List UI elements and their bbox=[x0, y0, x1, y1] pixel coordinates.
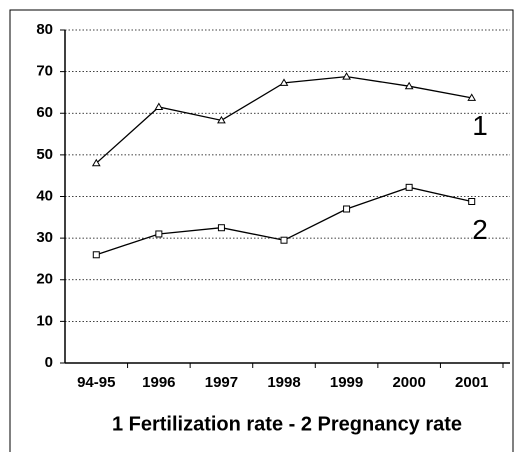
series-line bbox=[95, 75, 472, 164]
y-tick-label: 30 bbox=[36, 229, 53, 246]
x-tick-label: 2000 bbox=[392, 374, 425, 391]
marker bbox=[154, 102, 164, 111]
y-tick-label: 60 bbox=[36, 104, 53, 121]
x-tick-label: 1999 bbox=[330, 374, 363, 391]
marker bbox=[404, 81, 414, 90]
marker bbox=[217, 115, 226, 124]
marker bbox=[343, 205, 351, 213]
marker bbox=[217, 224, 225, 232]
series-label: 2 bbox=[472, 214, 488, 245]
series-label: 1 bbox=[472, 110, 488, 141]
x-tick-label: 94-95 bbox=[77, 374, 115, 391]
y-tick-label: 40 bbox=[36, 187, 53, 204]
marker bbox=[92, 251, 100, 259]
y-tick-label: 0 bbox=[45, 354, 53, 371]
marker bbox=[342, 72, 351, 80]
frame bbox=[9, 9, 514, 452]
x-tick-label: 2001 bbox=[455, 374, 488, 391]
marker bbox=[280, 236, 288, 244]
x-axis-label: 1 Fertilization rate - 2 Pregnancy rate bbox=[112, 413, 462, 435]
x-tick-label: 1998 bbox=[267, 374, 300, 391]
marker bbox=[91, 158, 101, 167]
marker bbox=[405, 183, 413, 191]
marker bbox=[279, 78, 289, 86]
x-tick-label: 1996 bbox=[142, 374, 175, 391]
y-tick-label: 10 bbox=[36, 312, 53, 329]
marker bbox=[467, 93, 477, 101]
marker bbox=[468, 197, 476, 205]
series-line bbox=[96, 186, 472, 256]
y-tick-label: 20 bbox=[36, 271, 53, 288]
y-tick-label: 80 bbox=[36, 21, 53, 38]
marker bbox=[155, 230, 163, 238]
y-tick-label: 70 bbox=[36, 63, 53, 80]
y-tick-label: 50 bbox=[36, 146, 53, 163]
x-tick-label: 1997 bbox=[205, 374, 238, 391]
